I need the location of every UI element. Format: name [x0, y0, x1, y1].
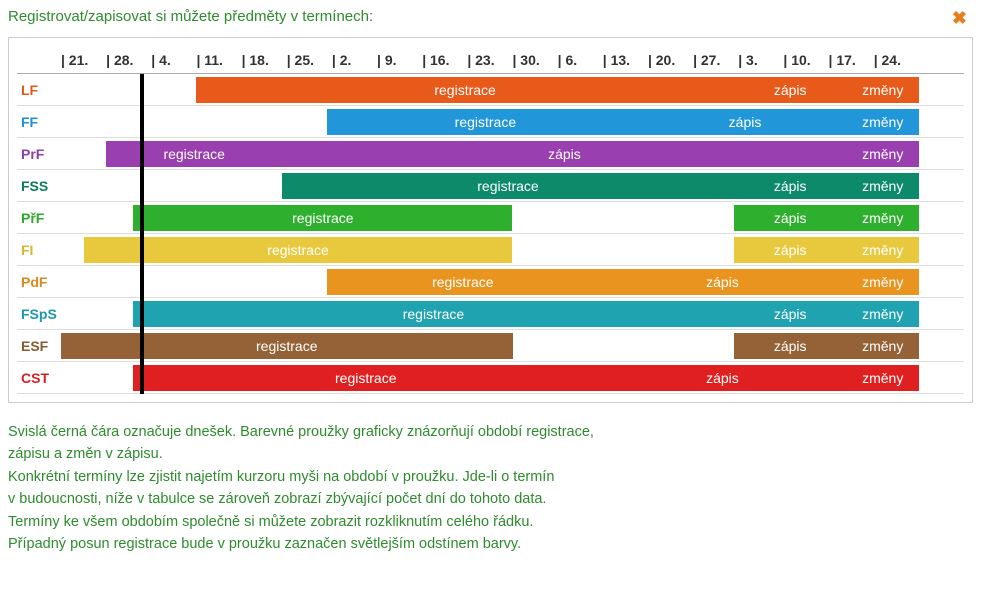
segment-zap[interactable]: zápis: [643, 109, 846, 135]
segment-zap[interactable]: zápis: [734, 301, 847, 327]
date-tick: | 28.: [106, 52, 133, 68]
segment-reg[interactable]: registrace: [133, 205, 512, 231]
row-label: ESF: [17, 338, 61, 354]
date-tick: | 11.: [196, 52, 223, 68]
row-track: registracezápiszměny: [61, 77, 964, 103]
segment-chg[interactable]: změny: [847, 333, 919, 359]
segment-chg[interactable]: změny: [847, 173, 919, 199]
timeline-row[interactable]: FSSregistracezápiszměny: [17, 170, 964, 202]
segment-reg[interactable]: registrace: [327, 269, 598, 295]
date-tick: | 20.: [648, 52, 675, 68]
date-tick: | 18.: [242, 52, 269, 68]
timeline-row[interactable]: FI registrace zápiszměny: [17, 234, 964, 266]
row-label: FF: [17, 114, 61, 130]
segment-reg[interactable]: registrace: [106, 141, 282, 167]
row-label: PřF: [17, 210, 61, 226]
segment-chg[interactable]: změny: [847, 237, 919, 263]
timeline-row[interactable]: PřF registrace zápiszměny: [17, 202, 964, 234]
page-title: Registrovat/zapisovat si můžete předměty…: [8, 8, 373, 25]
date-header-row: | 21. | 28. | 4. | 11. | 18. | 25. | 2. | 9. | 1…: [17, 46, 964, 74]
row-track: registracezápiszměny: [61, 301, 964, 327]
segment-zap[interactable]: zápis: [734, 173, 847, 199]
segment-reg[interactable]: registrace: [61, 333, 513, 359]
segment-reg[interactable]: registrace: [84, 237, 513, 263]
row-label: FI: [17, 242, 61, 258]
segment-chg[interactable]: změny: [847, 77, 919, 103]
description-line: zápisu a změn v zápisu.: [8, 443, 973, 465]
description-text: Svislá černá čára označuje dnešek. Barev…: [8, 421, 973, 556]
date-tick: | 24.: [874, 52, 901, 68]
segment-chg[interactable]: změny: [847, 269, 919, 295]
timeline-row[interactable]: CSTregistracezápiszměny: [17, 362, 964, 394]
segment-chg[interactable]: změny: [847, 141, 919, 167]
row-track: registrace zápiszměny: [61, 237, 964, 263]
segment-zap[interactable]: zápis: [598, 269, 846, 295]
segment-zap[interactable]: zápis: [734, 333, 847, 359]
row-label: PdF: [17, 274, 61, 290]
timeline-row[interactable]: LFregistracezápiszměny: [17, 74, 964, 106]
row-track: registrace zápiszměny: [61, 205, 964, 231]
timeline-row[interactable]: FFregistracezápiszměny: [17, 106, 964, 138]
segment-reg[interactable]: registrace: [133, 301, 733, 327]
dates-area: | 21. | 28. | 4. | 11. | 18. | 25. | 2. | 9. | 1…: [61, 46, 964, 73]
timeline-row[interactable]: ESFregistrace zápiszměny: [17, 330, 964, 362]
description-line: v budoucnosti, níže v tabulce se zároveň…: [8, 488, 973, 510]
date-tick: | 23.: [467, 52, 494, 68]
row-label: PrF: [17, 146, 61, 162]
date-tick: | 21.: [61, 52, 88, 68]
timeline-panel: | 21. | 28. | 4. | 11. | 18. | 25. | 2. | 9. | 1…: [8, 37, 973, 403]
segment-zap[interactable]: zápis: [734, 77, 847, 103]
row-label: CST: [17, 370, 61, 386]
segment-chg[interactable]: změny: [847, 365, 919, 391]
date-tick: | 9.: [377, 52, 396, 68]
date-tick: | 3.: [738, 52, 757, 68]
segment-zap[interactable]: zápis: [734, 237, 847, 263]
date-tick: | 2.: [332, 52, 351, 68]
segment-zap[interactable]: zápis: [598, 365, 846, 391]
segment-reg[interactable]: registrace: [133, 365, 598, 391]
date-tick: | 16.: [422, 52, 449, 68]
timeline-row[interactable]: PrFregistracezápiszměny: [17, 138, 964, 170]
date-tick: | 27.: [693, 52, 720, 68]
date-tick: | 4.: [151, 52, 170, 68]
today-line: [140, 74, 144, 394]
row-track: registracezápiszměny: [61, 173, 964, 199]
row-track: registrace zápiszměny: [61, 333, 964, 359]
row-track: registracezápiszměny: [61, 109, 964, 135]
date-tick: | 13.: [603, 52, 630, 68]
segment-zap[interactable]: zápis: [734, 205, 847, 231]
segment-chg[interactable]: změny: [847, 301, 919, 327]
date-tick: | 17.: [829, 52, 856, 68]
date-tick: | 10.: [783, 52, 810, 68]
segment-reg[interactable]: registrace: [327, 109, 643, 135]
description-line: Svislá černá čára označuje dnešek. Barev…: [8, 421, 973, 443]
date-tick: | 6.: [558, 52, 577, 68]
segment-reg[interactable]: registrace: [282, 173, 734, 199]
timeline-row[interactable]: PdFregistracezápiszměny: [17, 266, 964, 298]
date-tick: | 30.: [513, 52, 540, 68]
date-tick: | 25.: [287, 52, 314, 68]
segment-zap[interactable]: zápis: [282, 141, 846, 167]
row-label: LF: [17, 82, 61, 98]
row-track: registracezápiszměny: [61, 269, 964, 295]
timeline-row[interactable]: FSpSregistracezápiszměny: [17, 298, 964, 330]
close-icon[interactable]: ✖: [952, 8, 967, 29]
row-track: registracezápiszměny: [61, 141, 964, 167]
row-track: registracezápiszměny: [61, 365, 964, 391]
segment-chg[interactable]: změny: [847, 205, 919, 231]
row-label: FSS: [17, 178, 61, 194]
row-label: FSpS: [17, 306, 61, 322]
description-line: Termíny ke všem obdobím společně si může…: [8, 511, 973, 533]
segment-reg[interactable]: registrace: [196, 77, 733, 103]
segment-chg[interactable]: změny: [847, 109, 919, 135]
description-line: Případný posun registrace bude v proužku…: [8, 533, 973, 555]
description-line: Konkrétní termíny lze zjistit najetím ku…: [8, 466, 973, 488]
